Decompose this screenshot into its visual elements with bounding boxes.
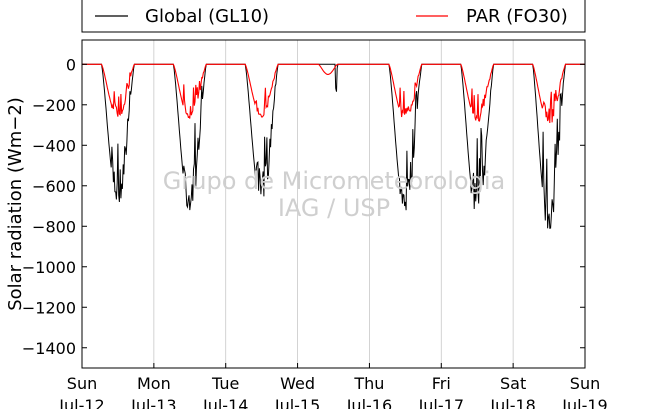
series-line-par: [82, 63, 585, 124]
plot-frame: [81, 39, 586, 369]
x-tick-day: Tue: [211, 374, 239, 393]
axes: 0 −200 −400 −600 −800 −1000 −1200 −1400 Sun Jul-1…: [22, 55, 608, 409]
y-tick-label: −200: [32, 96, 76, 115]
y-tick-label: −1000: [22, 258, 76, 277]
x-tick-day: Sun: [570, 374, 600, 393]
x-tick-date: Jul-15: [274, 396, 320, 409]
y-tick-label: −600: [32, 177, 76, 196]
x-tick-date: Jul-13: [130, 396, 176, 409]
x-tick-day: Thu: [353, 374, 384, 393]
legend-label-global: Global (GL10): [145, 6, 269, 27]
series-lines: [82, 63, 585, 229]
x-tick-day: Sun: [67, 374, 97, 393]
y-tick-label: −800: [32, 217, 76, 236]
x-tick-day: Wed: [280, 374, 315, 393]
x-tick-day: Fri: [432, 374, 451, 393]
y-axis-label: Solar radiation (Wm−2): [5, 97, 26, 311]
x-tick-date: Jul-17: [418, 396, 464, 409]
x-tick-date: Jul-12: [58, 396, 104, 409]
legend: Global (GL10) PAR (FO30): [81, 0, 586, 33]
x-tick-date: Jul-18: [489, 396, 535, 409]
watermark: Grupo de Micrometeorologia IAG / USP: [163, 167, 505, 222]
legend-box: [81, 0, 586, 33]
watermark-line-2: IAG / USP: [278, 194, 390, 222]
x-tick-date: Jul-19: [561, 396, 607, 409]
y-tick-label: −1400: [22, 339, 76, 358]
y-tick-label: 0: [66, 55, 76, 74]
watermark-line-1: Grupo de Micrometeorologia: [163, 167, 505, 195]
grid-lines: [153, 40, 514, 368]
x-tick-day: Mon: [137, 374, 171, 393]
y-tick-label: −1200: [22, 298, 76, 317]
x-tick-date: Jul-14: [202, 396, 248, 409]
y-tick-label: −400: [32, 136, 76, 155]
legend-label-par: PAR (FO30): [466, 6, 568, 27]
x-tick-date: Jul-16: [346, 396, 392, 409]
x-tick-day: Sat: [500, 374, 526, 393]
